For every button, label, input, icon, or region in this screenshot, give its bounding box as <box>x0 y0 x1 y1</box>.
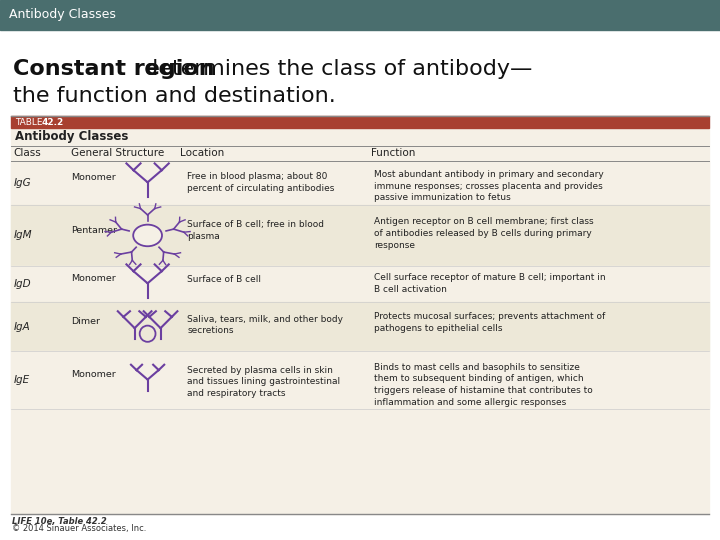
Bar <box>11 205 709 266</box>
Text: © 2014 Sinauer Associates, Inc.: © 2014 Sinauer Associates, Inc. <box>12 524 147 533</box>
Text: Constant region: Constant region <box>13 59 215 79</box>
Bar <box>11 351 709 409</box>
Text: Binds to mast cells and basophils to sensitize
them to subsequent binding of ant: Binds to mast cells and basophils to sen… <box>374 363 593 407</box>
Text: Cell surface receptor of mature B cell; important in
B cell activation: Cell surface receptor of mature B cell; … <box>374 273 606 294</box>
Text: Protects mucosal surfaces; prevents attachment of
pathogens to epithelial cells: Protects mucosal surfaces; prevents atta… <box>374 312 606 333</box>
Text: IgA: IgA <box>14 322 30 332</box>
Ellipse shape <box>140 326 156 342</box>
Text: TABLE: TABLE <box>15 118 42 126</box>
Text: Antibody Classes: Antibody Classes <box>9 8 115 22</box>
Text: Free in blood plasma; about 80
percent of circulating antibodies: Free in blood plasma; about 80 percent o… <box>187 172 335 193</box>
Bar <box>11 116 709 128</box>
Text: Location: Location <box>180 148 224 158</box>
Text: Monomer: Monomer <box>71 173 116 182</box>
Text: Antigen receptor on B cell membrane; first class
of antibodies released by B cel: Antigen receptor on B cell membrane; fir… <box>374 217 594 250</box>
Text: Surface of B cell; free in blood
plasma: Surface of B cell; free in blood plasma <box>187 220 324 241</box>
Text: LIFE 10e, Table 42.2: LIFE 10e, Table 42.2 <box>12 517 107 526</box>
Text: General Structure: General Structure <box>71 148 165 158</box>
Text: determines the class of antibody—: determines the class of antibody— <box>137 59 532 79</box>
Circle shape <box>133 225 162 246</box>
Text: Pentamer: Pentamer <box>71 226 117 234</box>
Text: Dimer: Dimer <box>71 317 100 326</box>
Text: IgE: IgE <box>14 375 30 385</box>
Bar <box>0 0 720 30</box>
Bar <box>11 161 709 205</box>
Text: 42.2: 42.2 <box>42 118 64 126</box>
Text: Monomer: Monomer <box>71 274 116 283</box>
Text: IgG: IgG <box>14 178 31 188</box>
Text: Saliva, tears, milk, and other body
secretions: Saliva, tears, milk, and other body secr… <box>187 314 343 335</box>
Bar <box>11 266 709 302</box>
Text: IgD: IgD <box>14 279 31 289</box>
Text: Antibody Classes: Antibody Classes <box>15 130 128 144</box>
Bar <box>11 302 709 351</box>
Text: Class: Class <box>14 148 42 158</box>
Text: Function: Function <box>371 148 415 158</box>
Text: the function and destination.: the function and destination. <box>13 86 336 106</box>
Bar <box>11 128 709 514</box>
Text: Monomer: Monomer <box>71 370 116 379</box>
Text: Secreted by plasma cells in skin
and tissues lining gastrointestinal
and respira: Secreted by plasma cells in skin and tis… <box>187 366 341 398</box>
Text: Surface of B cell: Surface of B cell <box>187 275 261 284</box>
Text: Most abundant antibody in primary and secondary
immune responses; crosses placen: Most abundant antibody in primary and se… <box>374 170 604 202</box>
Text: IgM: IgM <box>14 231 32 240</box>
